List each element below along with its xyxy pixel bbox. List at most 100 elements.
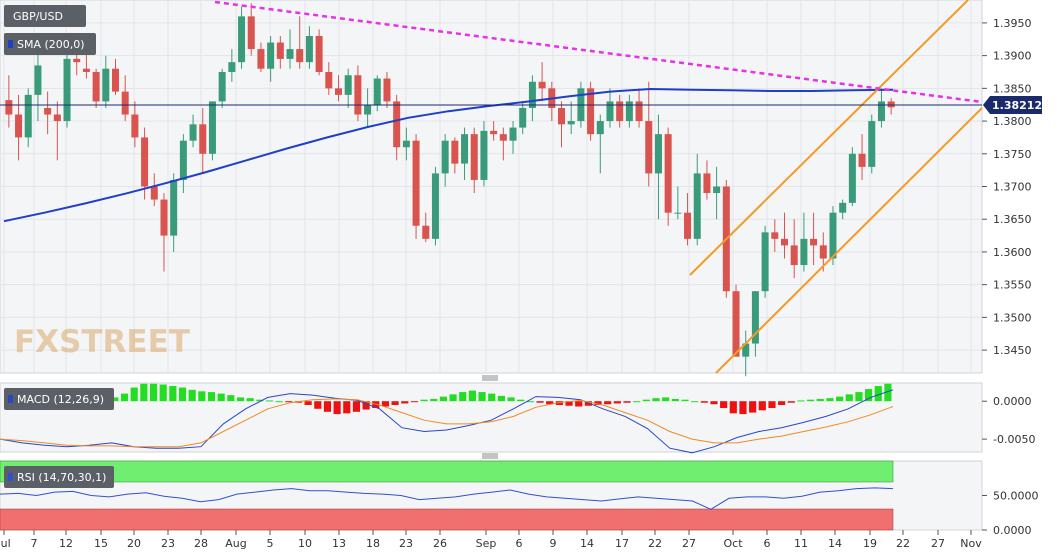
macd-hist-bar (710, 401, 718, 405)
candle (790, 219, 798, 279)
candle (102, 55, 110, 108)
panel-splitter-2[interactable] (482, 453, 498, 459)
macd-hist-bar (188, 389, 196, 402)
macd-hist-bar (787, 401, 795, 403)
candle (645, 81, 653, 187)
x-tick-label: Nov (960, 537, 982, 550)
candle (713, 166, 721, 220)
symbol-label: GBP/USD (4, 5, 86, 27)
rsi-label: RSI (14,70,30,1) (4, 466, 114, 488)
candle (781, 212, 788, 259)
last-price-text: 1.382120 (992, 99, 1050, 112)
panel-splitter-1[interactable] (482, 375, 498, 381)
x-tick-label: 27 (931, 537, 945, 550)
macd-hist-bar (594, 401, 602, 405)
macd-hist-bar (836, 396, 844, 402)
candle (887, 98, 895, 115)
candle (24, 88, 32, 148)
macd-hist-bar (604, 401, 612, 405)
price-tick-label: 1.3500 (993, 311, 1032, 324)
candle (519, 101, 527, 135)
macd-hist-bar (449, 394, 457, 402)
x-tick-label: 22 (896, 537, 910, 550)
macd-hist-bar (468, 390, 476, 402)
macd-hist-bar (140, 383, 148, 402)
x-tick-label: 17 (615, 537, 629, 550)
macd-hist-bar (381, 401, 390, 407)
candle (286, 29, 294, 69)
macd-hist-bar (497, 395, 505, 402)
candle (228, 49, 236, 82)
x-tick-label: Oct (723, 537, 743, 550)
candle (5, 75, 13, 128)
macd-hist-bar (265, 400, 274, 402)
candle (606, 88, 614, 128)
candle (616, 94, 624, 128)
macd-line (0, 389, 894, 454)
candle (839, 199, 847, 220)
rsi-tick-label: 50.0000 (993, 490, 1039, 503)
macd-hist-bar (430, 398, 438, 402)
macd-hist-bar (584, 401, 592, 406)
candle (771, 219, 779, 252)
candle (509, 121, 517, 154)
price-axis: 1.3950 1.3900 1.3850 1.3800 1.3750 1.3700 1.36… (982, 17, 1032, 357)
rsi-text: RSI (14,70,30,1) (17, 471, 106, 484)
macd-tick-label: 0.0000 (993, 395, 1032, 408)
candle (587, 81, 595, 141)
candle (179, 134, 187, 194)
candle (160, 193, 168, 272)
x-tick-label: Jul (0, 537, 11, 550)
macd-hist-bar (275, 401, 283, 403)
macd-hist-bar (362, 401, 370, 410)
price-tick-label: 1.3600 (993, 246, 1032, 259)
candle (635, 88, 643, 128)
x-tick-label: 20 (127, 537, 141, 550)
candle (335, 75, 342, 102)
descending-trendline (214, 0, 983, 104)
candle (63, 52, 71, 128)
channel-upper-line (689, 0, 969, 276)
macd-hist-bar (256, 399, 264, 402)
x-tick-label: 6 (516, 537, 523, 550)
macd-hist-bar (691, 401, 699, 403)
macd-hist-bar (285, 401, 293, 403)
candle (461, 127, 469, 180)
macd-hist-bar (681, 399, 689, 402)
macd-hist-bar (874, 386, 882, 402)
macd-hist-bar (169, 386, 177, 402)
macd-hist-bar (507, 397, 515, 402)
macd-hist-bar (720, 401, 728, 409)
candle (257, 42, 265, 72)
candle (247, 3, 255, 56)
macd-hist-bar (758, 401, 766, 411)
candle (34, 52, 42, 122)
candle (877, 88, 885, 128)
candle (664, 127, 672, 226)
candle (199, 107, 207, 174)
price-tick-label: 1.3750 (993, 148, 1032, 161)
sma-label: SMA (200,0) (4, 33, 96, 55)
candle (412, 134, 420, 239)
candle (53, 101, 61, 161)
x-tick-label: 19 (863, 537, 877, 550)
sma-200-line (3, 87, 894, 223)
candle (112, 58, 119, 95)
candle (742, 330, 750, 377)
macd-hist-bar (700, 401, 708, 403)
x-tick-label: 14 (580, 537, 594, 550)
x-tick-label: 11 (794, 537, 808, 550)
candle (325, 62, 333, 95)
price-tick-label: 1.3450 (993, 344, 1032, 357)
x-tick-label: 5 (267, 537, 274, 550)
candle (441, 134, 449, 187)
candle (751, 291, 759, 357)
candle (732, 284, 740, 357)
candle (499, 127, 507, 161)
macd-hist-bar (807, 399, 815, 402)
x-tick-label: 14 (828, 537, 842, 550)
macd-hist-bar (227, 395, 235, 402)
candle (354, 65, 362, 122)
candle (15, 94, 23, 161)
candle (451, 137, 459, 174)
